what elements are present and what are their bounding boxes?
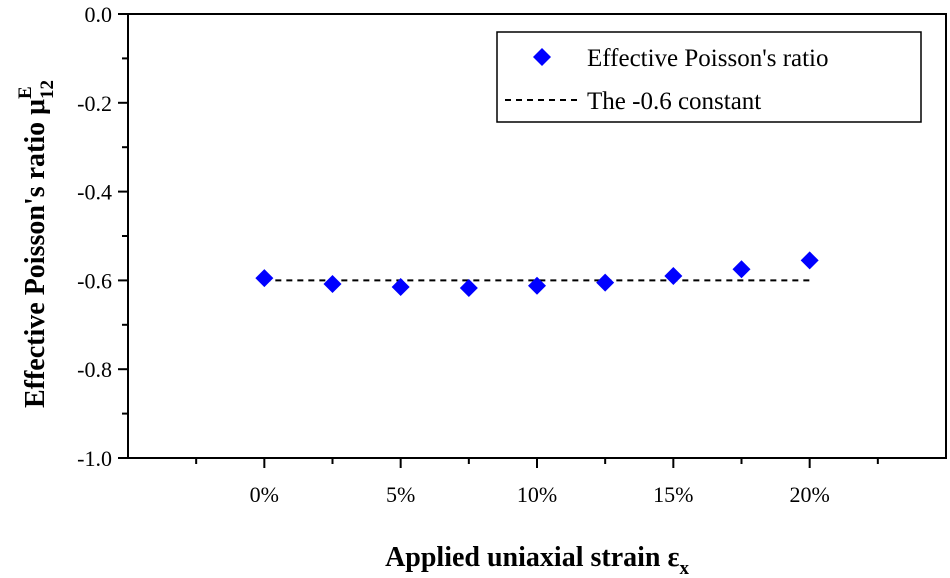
- legend: Effective Poisson's ratio The -0.6 consta…: [496, 31, 922, 123]
- x-tick-label: 0%: [250, 482, 279, 507]
- legend-label: The -0.6 constant: [587, 88, 761, 115]
- x-axis-title-subscript: x: [679, 558, 689, 578]
- data-point: [732, 260, 751, 279]
- x-tick-label: 5%: [386, 482, 415, 507]
- data-point: [391, 278, 410, 297]
- legend-label: Effective Poisson's ratio: [587, 45, 829, 72]
- data-point: [596, 273, 615, 292]
- data-point: [800, 251, 819, 270]
- x-axis-title: Applied uniaxial strain εx: [385, 542, 689, 578]
- y-axis-title-superscript: E: [15, 86, 36, 99]
- y-axis-title-subscript: 12: [37, 80, 58, 99]
- legend-box: [496, 31, 922, 123]
- y-axis-title-main: Effective Poisson's ratio μ: [20, 99, 51, 408]
- y-tick-label: -0.4: [77, 180, 112, 205]
- data-point: [528, 276, 546, 295]
- x-axis-ticks: 0% 5% 10% 15% 20%: [195, 458, 879, 507]
- y-axis-ticks: 0.0 -0.2 -0.4 -0.6 -0.8 -1.0: [77, 2, 128, 471]
- y-axis-title: Effective Poisson's ratio μE12: [15, 80, 58, 408]
- x-axis-title-main: Applied uniaxial strain ε: [385, 542, 679, 573]
- x-tick-label: 10%: [517, 482, 557, 507]
- data-point: [664, 266, 683, 285]
- data-point: [255, 269, 274, 288]
- y-tick-label: -0.6: [77, 268, 112, 293]
- data-point: [459, 278, 478, 297]
- series-points: [255, 251, 819, 297]
- y-tick-label: -1.0: [77, 446, 112, 471]
- y-tick-label: -0.2: [77, 91, 112, 116]
- y-tick-label: -0.8: [77, 357, 112, 382]
- y-tick-label: 0.0: [85, 2, 113, 27]
- data-point: [323, 274, 342, 293]
- x-tick-label: 15%: [653, 482, 693, 507]
- x-tick-label: 20%: [790, 482, 830, 507]
- legend-swatch-diamond: [533, 48, 551, 66]
